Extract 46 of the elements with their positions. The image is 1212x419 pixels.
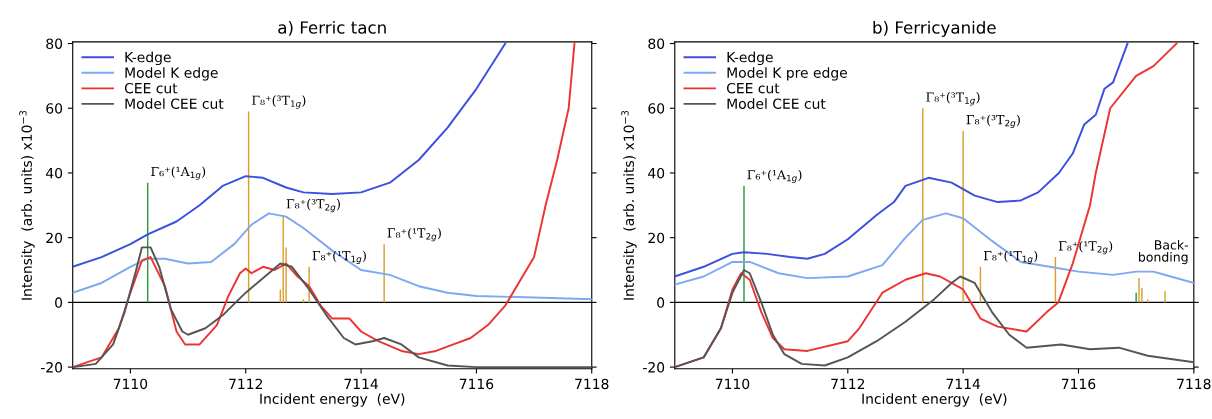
y-tick-label: 60 [648,103,665,114]
x-tick-label: 7118 [1177,378,1211,390]
annotation: Γ₆⁺(¹A$_{1g}$) [747,169,802,184]
y-tick-label: 80 [46,38,63,49]
x-tick-label: 7110 [113,378,148,390]
y-tick-label: 80 [648,38,665,49]
x-tick-label: 7112 [831,378,865,389]
legend-label: CEE cut [124,82,178,94]
y-tick-label: -20 [40,362,63,373]
x-tick-label: 7114 [946,378,981,389]
y-tick-label: 40 [648,167,665,179]
legend-label: Model K pre edge [727,67,847,81]
annotation: Γ₆⁺(¹A$_{1g}$) [151,166,206,180]
x-tick-label: 7114 [344,378,378,389]
x-tick-label: 7110 [715,378,750,390]
legend-label: Model K edge [125,67,218,81]
y-tick-label: 0 [55,297,63,308]
y-tick-label: 20 [46,232,63,244]
annotation: Γ₈⁺(¹T$_{2g}$) [387,227,441,242]
legend-label: K-edge [727,51,773,66]
y-tick-label: 40 [46,167,63,179]
y-tick-label: 0 [657,297,665,308]
x-axis-title: Incident energy (eV) [260,393,405,407]
annotation: Γ₈⁺(¹T$_{1g}$) [312,250,366,265]
x-tick-label: 7116 [1061,378,1096,390]
y-tick-label: -20 [643,362,665,373]
annotation: Back- bonding [1138,239,1189,265]
x-tick-label: 7118 [575,378,609,390]
chart-title: a) Ferric tacn [278,20,386,36]
chart-title: b) Ferricyanide [873,20,996,38]
y-tick-label: 20 [648,232,665,244]
legend-label: Model CEE cut [125,98,224,109]
annotation: Γ₈⁺(³T$_{2g}$) [966,114,1020,129]
legend-label: Model CEE cut [727,98,826,109]
annotation: Γ₈⁺(¹T$_{1g}$) [983,250,1038,265]
legend-label: K-edge [125,51,171,66]
x-tick-label: 7116 [459,378,494,390]
y-tick-label: 60 [46,103,63,114]
x-tick-label: 7112 [229,378,263,389]
annotation: Γ₈⁺(³T$_{1g}$) [252,95,306,109]
annotation: Γ₈⁺(³T$_{1g}$) [926,92,980,106]
y-axis-title: Intensity (arb. units) x10$^{−3}$ [621,110,637,300]
legend-label: CEE cut [726,82,780,94]
x-axis-title: Incident energy (eV) [862,393,1007,407]
y-axis-title: Intensity (arb. units) x10$^{−3}$ [19,110,35,300]
annotation: Γ₈⁺(³T$_{2g}$) [286,198,340,213]
